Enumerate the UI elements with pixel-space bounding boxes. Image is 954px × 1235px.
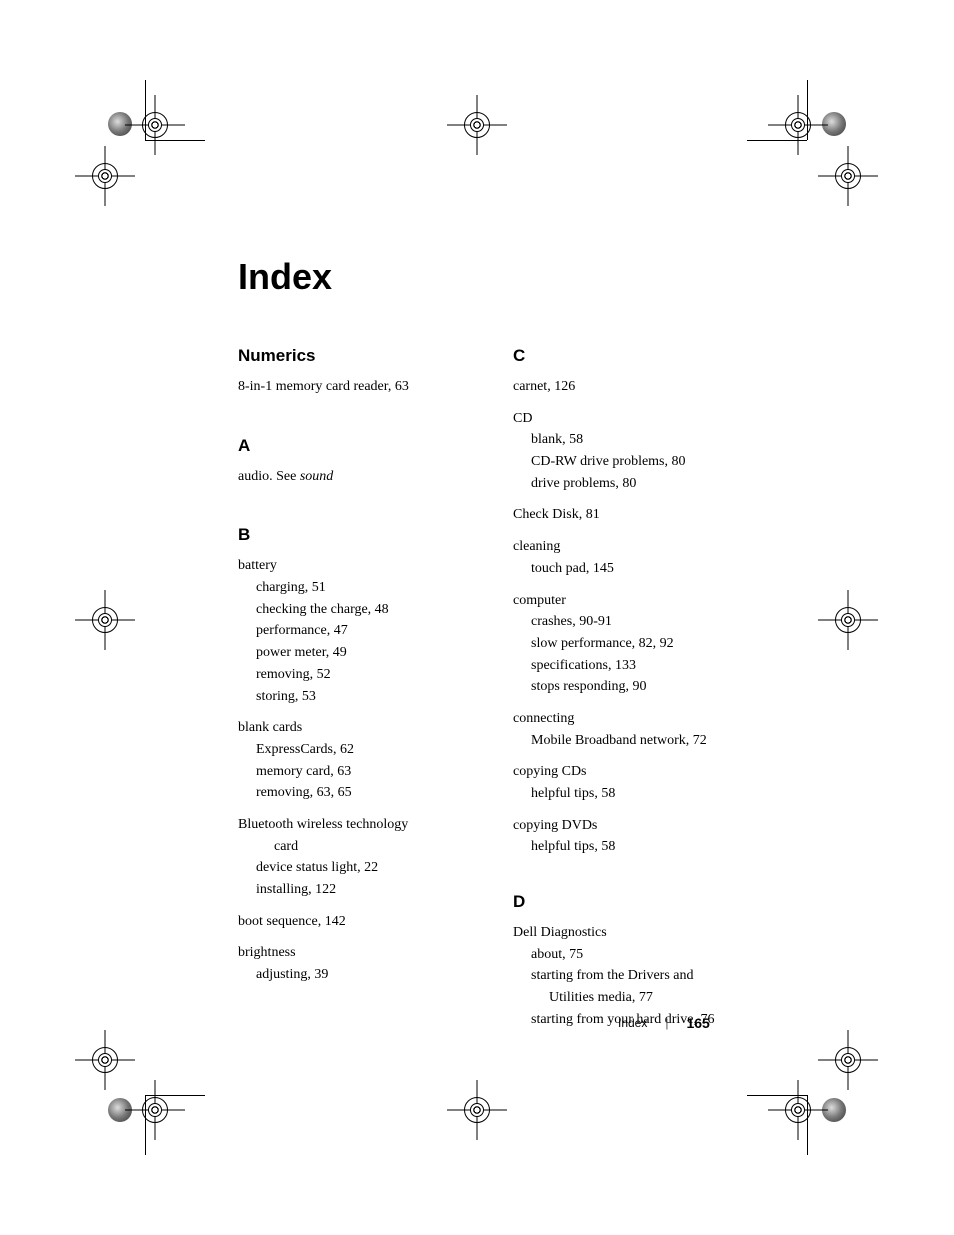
heading-d: D <box>513 892 748 912</box>
regmark-tr2 <box>818 146 878 206</box>
computer-specs: specifications, 133 <box>513 655 748 677</box>
carnet-text: carnet, 126 <box>513 376 748 398</box>
dell-about: about, 75 <box>513 944 748 966</box>
content-area: Index Numerics 8-in-1 memory card reader… <box>238 256 748 1041</box>
footer-label: Index <box>618 1016 647 1030</box>
battery-removing: removing, 52 <box>238 664 473 686</box>
entry-bluetooth: Bluetooth wireless technology card devic… <box>238 814 473 901</box>
bluetooth-install: installing, 122 <box>238 879 473 901</box>
blankcards-express: ExpressCards, 62 <box>238 739 473 761</box>
bluetooth-status: device status light, 22 <box>238 857 473 879</box>
blankcards-memory: memory card, 63 <box>238 761 473 783</box>
regmark-mr <box>818 590 878 650</box>
cd-drive: drive problems, 80 <box>513 473 748 495</box>
regmark-bl2 <box>75 1030 135 1090</box>
entry-cleaning: cleaning touch pad, 145 <box>513 536 748 579</box>
footer-page-number: 165 <box>686 1015 709 1031</box>
entry-text: audio. See sound <box>238 466 473 488</box>
brightness-main: brightness <box>238 942 473 964</box>
connecting-main: connecting <box>513 708 748 730</box>
regmark-bc <box>447 1080 507 1140</box>
computer-main: computer <box>513 590 748 612</box>
cleaning-touchpad: touch pad, 145 <box>513 558 748 580</box>
entry-copycd: copying CDs helpful tips, 58 <box>513 761 748 804</box>
cd-rw: CD-RW drive problems, 80 <box>513 451 748 473</box>
entry-carnet: carnet, 126 <box>513 376 748 398</box>
entry-8in1: 8-in-1 memory card reader, 63 <box>238 376 473 398</box>
entry-cd: CD blank, 58 CD-RW drive problems, 80 dr… <box>513 408 748 495</box>
battery-main: battery <box>238 555 473 577</box>
copycd-tips: helpful tips, 58 <box>513 783 748 805</box>
entry-audio: audio. See sound <box>238 466 473 488</box>
regmark-tl2 <box>75 146 135 206</box>
battery-performance: performance, 47 <box>238 620 473 642</box>
entry-battery: battery charging, 51 checking the charge… <box>238 555 473 707</box>
heading-b: B <box>238 525 473 545</box>
computer-stops: stops responding, 90 <box>513 676 748 698</box>
entry-text: 8-in-1 memory card reader, 63 <box>238 376 473 398</box>
column-left: Numerics 8-in-1 memory card reader, 63 A… <box>238 346 473 1041</box>
entry-connecting: connecting Mobile Broadband network, 72 <box>513 708 748 751</box>
page-footer: Index | 165 <box>618 1015 710 1031</box>
entry-blankcards: blank cards ExpressCards, 62 memory card… <box>238 717 473 804</box>
boot-text: boot sequence, 142 <box>238 911 473 933</box>
page-title: Index <box>238 256 748 298</box>
heading-numerics: Numerics <box>238 346 473 366</box>
dell-main: Dell Diagnostics <box>513 922 748 944</box>
battery-charging: charging, 51 <box>238 577 473 599</box>
cleaning-main: cleaning <box>513 536 748 558</box>
entry-copydvd: copying DVDs helpful tips, 58 <box>513 815 748 858</box>
entry-computer: computer crashes, 90-91 slow performance… <box>513 590 748 698</box>
audio-prefix: audio. See <box>238 469 300 484</box>
index-columns: Numerics 8-in-1 memory card reader, 63 A… <box>238 346 748 1041</box>
regmark-ml <box>75 590 135 650</box>
copycd-main: copying CDs <box>513 761 748 783</box>
blankcards-removing: removing, 63, 65 <box>238 782 473 804</box>
entry-brightness: brightness adjusting, 39 <box>238 942 473 985</box>
heading-a: A <box>238 436 473 456</box>
battery-checking: checking the charge, 48 <box>238 599 473 621</box>
bluetooth-l1: Bluetooth wireless technology <box>238 814 473 836</box>
dell-drivers-b: Utilities media, 77 <box>513 987 748 1009</box>
connecting-mbb: Mobile Broadband network, 72 <box>513 730 748 752</box>
column-right: C carnet, 126 CD blank, 58 CD-RW drive p… <box>513 346 748 1041</box>
footer-separator: | <box>665 1016 668 1030</box>
dell-drivers-a: starting from the Drivers and <box>513 965 748 987</box>
entry-boot: boot sequence, 142 <box>238 911 473 933</box>
blankcards-main: blank cards <box>238 717 473 739</box>
computer-slow: slow performance, 82, 92 <box>513 633 748 655</box>
audio-see-sound: sound <box>300 469 333 484</box>
copydvd-tips: helpful tips, 58 <box>513 836 748 858</box>
checkdisk-text: Check Disk, 81 <box>513 504 748 526</box>
cd-main: CD <box>513 408 748 430</box>
copydvd-main: copying DVDs <box>513 815 748 837</box>
entry-checkdisk: Check Disk, 81 <box>513 504 748 526</box>
regmark-tc <box>447 95 507 155</box>
cd-blank: blank, 58 <box>513 429 748 451</box>
regmark-br2 <box>818 1030 878 1090</box>
heading-c: C <box>513 346 748 366</box>
battery-powermeter: power meter, 49 <box>238 642 473 664</box>
bluetooth-l2: card <box>238 836 473 858</box>
battery-storing: storing, 53 <box>238 686 473 708</box>
brightness-adjust: adjusting, 39 <box>238 964 473 986</box>
computer-crashes: crashes, 90-91 <box>513 611 748 633</box>
